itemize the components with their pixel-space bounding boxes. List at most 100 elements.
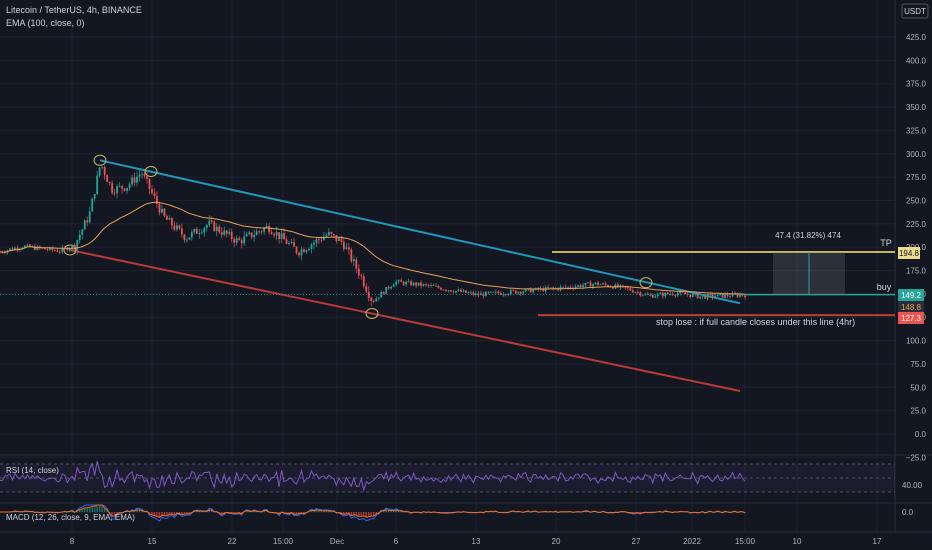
candle-body	[397, 280, 400, 282]
touch-marker	[365, 307, 379, 319]
macd-histogram-bar	[330, 511, 333, 513]
macd-histogram-bar	[265, 510, 268, 513]
macd-histogram-bar	[24, 511, 26, 513]
macd-histogram-bar	[178, 512, 181, 514]
candle-body	[330, 232, 333, 234]
macd-legend: MACD (12, 26, close, 9, EMA, EMA)	[6, 513, 135, 522]
candle-body	[180, 228, 183, 235]
candle-body	[168, 218, 171, 220]
rsi-pane	[0, 461, 895, 493]
candle-body	[400, 280, 403, 282]
candle-body	[524, 288, 527, 292]
macd-histogram-bar	[181, 512, 183, 515]
candle-body	[58, 251, 61, 253]
rsi-line	[0, 461, 746, 492]
candle-body	[123, 188, 126, 191]
candle-body	[243, 236, 246, 244]
macd-histogram-bar	[320, 510, 323, 513]
macd-histogram-bar	[495, 511, 497, 513]
candle-body	[255, 231, 258, 236]
macd-histogram-bar	[584, 511, 587, 513]
macd-histogram-bar	[255, 511, 258, 513]
macd-histogram-bar	[223, 512, 226, 514]
macd-histogram-bar	[367, 512, 370, 517]
macd-histogram-bar	[156, 512, 158, 517]
currency-badge[interactable]: USDT	[904, 7, 926, 16]
price-tick: 250.0	[906, 196, 927, 205]
candle-body	[587, 282, 589, 284]
candle-body	[664, 292, 667, 297]
candle-body	[86, 220, 89, 223]
candle-body	[96, 175, 99, 195]
time-tick: 20	[552, 537, 561, 546]
candle-body	[200, 232, 203, 234]
candle-body	[475, 293, 477, 295]
candle-body	[141, 174, 143, 175]
candle-body	[517, 291, 520, 294]
candle-body	[564, 286, 567, 288]
candle-body	[729, 296, 731, 298]
currency-badge-frame[interactable]	[901, 3, 929, 19]
candle-body	[220, 232, 223, 235]
candle-body	[111, 183, 114, 193]
time-tick: 15:00	[735, 537, 756, 546]
candle-body	[651, 294, 654, 298]
candle-body	[704, 295, 707, 299]
candle-body	[352, 259, 355, 262]
macd-histogram-bar	[387, 510, 390, 513]
candle-body	[223, 230, 226, 235]
macd-histogram-bar	[208, 510, 211, 513]
candle-body	[669, 294, 672, 295]
candle-body	[151, 188, 153, 193]
price-tick: 375.0	[906, 80, 927, 89]
macd-histogram-bar	[153, 512, 156, 516]
candle-body	[634, 292, 637, 293]
macd-histogram-bar	[375, 512, 378, 514]
candle-body	[504, 294, 507, 296]
candle-body	[61, 247, 64, 252]
candle-body	[492, 291, 495, 293]
candle-body	[607, 284, 609, 287]
candle-body	[470, 292, 472, 294]
macd-histogram-bar	[323, 510, 325, 513]
candle-body	[711, 294, 714, 298]
candle-body	[303, 249, 305, 253]
candle-body	[377, 297, 380, 299]
candle-body	[41, 247, 44, 249]
candle-body	[335, 235, 338, 241]
candle-body	[646, 294, 649, 295]
macd-tick: 0.0	[902, 508, 914, 517]
macd-histogram-bar	[263, 510, 265, 513]
macd-histogram-bar	[14, 511, 16, 513]
macd-histogram-bar	[126, 511, 128, 513]
macd-histogram-bar	[382, 511, 385, 513]
candle-body	[332, 233, 335, 236]
candle-body	[342, 241, 345, 250]
candle-body	[719, 293, 721, 295]
grid	[0, 0, 932, 533]
candle-body	[46, 249, 49, 251]
touch-marker	[144, 166, 158, 178]
macd-histogram-bar	[313, 511, 315, 513]
lower-trendline[interactable]	[69, 249, 741, 393]
candle-body	[552, 287, 555, 289]
macd-histogram-bar	[163, 512, 166, 516]
time-tick: 10	[793, 537, 802, 546]
candle-body	[460, 289, 462, 292]
candle-body	[617, 284, 619, 288]
upper-trendline[interactable]	[99, 159, 741, 305]
candle-body	[467, 292, 470, 294]
macd-histogram-bar	[365, 512, 368, 517]
macd-histogram-bar	[81, 509, 84, 513]
macd-histogram-bar	[138, 510, 141, 513]
macd-histogram-bar	[333, 511, 335, 513]
candle-body	[230, 231, 233, 240]
time-axis[interactable]: 8 15 22 15:00 Dec 6 13 20 27 2022 15:00 10 17	[70, 537, 882, 546]
candle-body	[592, 284, 594, 287]
candle-body	[457, 289, 460, 291]
price-tick: 75.0	[910, 360, 926, 369]
candle-body	[78, 234, 81, 241]
candle-body	[146, 175, 148, 179]
candle-body	[280, 233, 283, 239]
